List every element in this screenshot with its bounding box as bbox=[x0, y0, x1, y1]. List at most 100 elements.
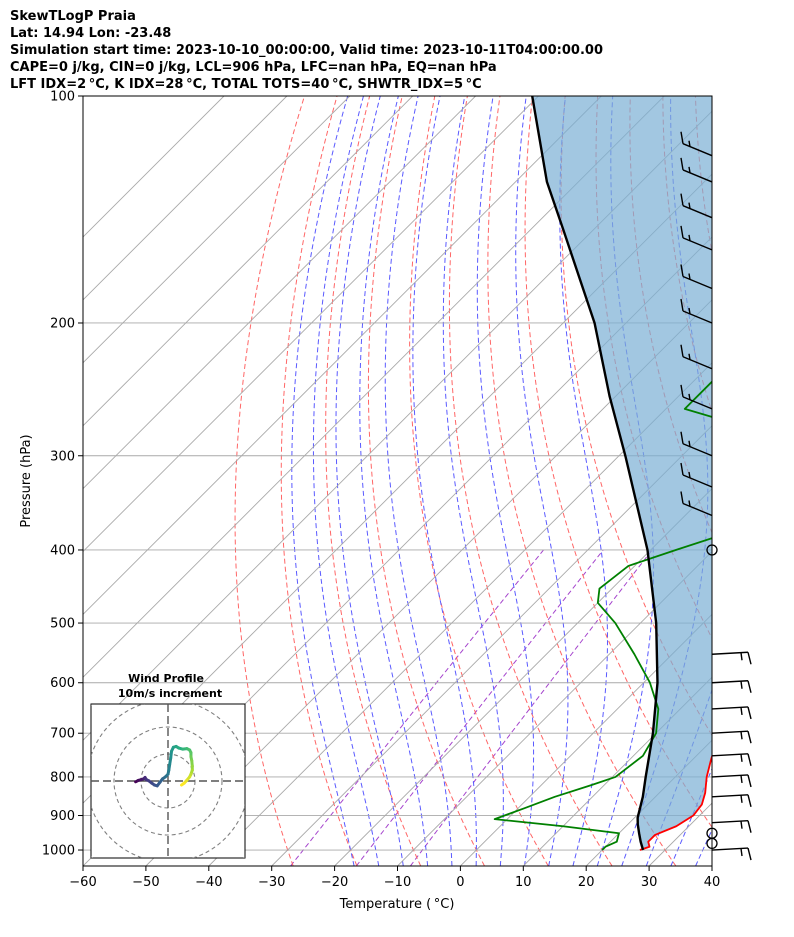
wind-barb-calm bbox=[706, 544, 718, 556]
barb-flag bbox=[688, 166, 691, 174]
barb-flag bbox=[688, 140, 691, 147]
x-tick-label: 40 bbox=[704, 875, 721, 890]
mixing-ratio-line bbox=[409, 549, 653, 866]
x-tick-label: −30 bbox=[258, 875, 285, 890]
temperature-line bbox=[639, 753, 712, 851]
wind-barb bbox=[711, 847, 752, 861]
wind-barb bbox=[680, 298, 713, 324]
wind-barb bbox=[680, 431, 713, 457]
y-tick-label: 200 bbox=[50, 316, 75, 331]
barb-flag bbox=[688, 353, 691, 360]
barb-staff bbox=[711, 820, 749, 824]
barb-staff bbox=[711, 753, 749, 757]
x-tick-label: −60 bbox=[69, 875, 96, 890]
isotherm-line bbox=[460, 613, 712, 866]
moist-adiabat-line bbox=[312, 96, 380, 866]
x-tick-label: −20 bbox=[321, 875, 348, 890]
isotherm-line bbox=[83, 96, 414, 427]
barb-flag bbox=[747, 706, 752, 720]
dry-adiabat-line bbox=[367, 96, 485, 866]
wind-barb bbox=[711, 794, 752, 807]
barb-flag bbox=[747, 847, 752, 861]
barb-flag bbox=[740, 848, 743, 857]
x-tick-label: −40 bbox=[195, 875, 222, 890]
wind-barb bbox=[680, 157, 713, 183]
barb-flag bbox=[688, 273, 691, 280]
x-tick-label: 0 bbox=[456, 875, 464, 890]
y-tick-label: 800 bbox=[50, 770, 75, 785]
isotherm-line bbox=[83, 96, 288, 301]
chart-header: SkewTLogP Praia Lat: 14.94 Lon: -23.48 S… bbox=[10, 8, 603, 93]
barb-staff bbox=[682, 275, 713, 290]
wind-barb bbox=[711, 820, 752, 833]
x-axis-label: Temperature ( °C) bbox=[339, 897, 455, 912]
dry-adiabat-line bbox=[761, 96, 794, 866]
barb-flag bbox=[740, 707, 743, 716]
dry-adiabat-line bbox=[280, 96, 358, 866]
hodograph-title: Wind Profile bbox=[128, 672, 204, 685]
barb-flag bbox=[740, 731, 743, 740]
isotherm-line bbox=[83, 96, 351, 364]
moist-adiabat-line bbox=[359, 96, 429, 866]
x-tick-label: −10 bbox=[384, 875, 411, 890]
barb-staff bbox=[711, 680, 749, 684]
moist-adiabat-line bbox=[515, 96, 569, 866]
x-tick-label: 30 bbox=[641, 875, 658, 890]
barb-staff bbox=[711, 794, 749, 798]
y-axis-label: Pressure (hPa) bbox=[19, 434, 34, 527]
barb-flag bbox=[688, 202, 691, 209]
barb-flag bbox=[680, 384, 684, 398]
barb-flag bbox=[747, 753, 752, 766]
barb-staff bbox=[711, 774, 749, 778]
y-tick-label: 300 bbox=[50, 449, 75, 464]
barb-flag bbox=[680, 298, 684, 312]
isotherm-line bbox=[83, 96, 539, 553]
barb-staff bbox=[682, 474, 713, 488]
hodograph-ring bbox=[113, 726, 223, 836]
barb-flag bbox=[688, 307, 691, 315]
moist-adiabat-line bbox=[412, 96, 477, 866]
barb-staff bbox=[682, 396, 713, 410]
barb-flag bbox=[747, 820, 752, 833]
wind-barb bbox=[680, 225, 713, 251]
dry-adiabat-line bbox=[409, 96, 549, 866]
barb-staff bbox=[682, 443, 713, 457]
barb-staff bbox=[711, 651, 749, 655]
isotherm-line bbox=[271, 425, 712, 866]
isotherm-line bbox=[145, 299, 712, 866]
isotherm-line bbox=[397, 550, 712, 866]
y-tick-label: 500 bbox=[50, 617, 75, 632]
dry-adiabat-line bbox=[487, 96, 677, 866]
barb-staff bbox=[711, 847, 749, 851]
y-tick-label: 600 bbox=[50, 676, 75, 691]
time-line: Simulation start time: 2023-10-10_00:00:… bbox=[10, 43, 603, 58]
wind-barb bbox=[680, 491, 713, 517]
barb-staff bbox=[682, 205, 713, 219]
index-line: LFT IDX=2 °C, K IDX=28 °C, TOTAL TOTS=40… bbox=[10, 77, 482, 92]
chart-title: SkewTLogP Praia bbox=[10, 9, 136, 24]
hodograph-segment bbox=[180, 781, 186, 787]
wind-barb bbox=[711, 730, 752, 744]
wind-barb bbox=[680, 384, 713, 410]
barb-staff bbox=[682, 310, 713, 324]
y-tick-label: 900 bbox=[50, 809, 75, 824]
location-line: Lat: 14.94 Lon: -23.48 bbox=[10, 26, 172, 41]
barb-flag bbox=[680, 462, 684, 476]
dewpoint-line bbox=[493, 380, 712, 851]
mixing-ratio-line bbox=[355, 549, 604, 866]
barb-flag bbox=[688, 234, 691, 242]
barb-flag bbox=[740, 652, 743, 661]
dry-adiabat-line bbox=[448, 96, 613, 866]
isotherm-line bbox=[83, 96, 665, 678]
barb-flag bbox=[747, 731, 752, 744]
isotherm-line bbox=[83, 96, 602, 616]
y-tick-label: 700 bbox=[50, 727, 75, 742]
wind-barb bbox=[711, 651, 752, 665]
barb-staff bbox=[711, 706, 749, 710]
isotherm-line bbox=[334, 487, 712, 866]
isotherm-line bbox=[208, 362, 712, 866]
barb-flag bbox=[688, 471, 691, 479]
moist-adiabat-line bbox=[559, 96, 608, 866]
cape-shading bbox=[532, 96, 712, 851]
